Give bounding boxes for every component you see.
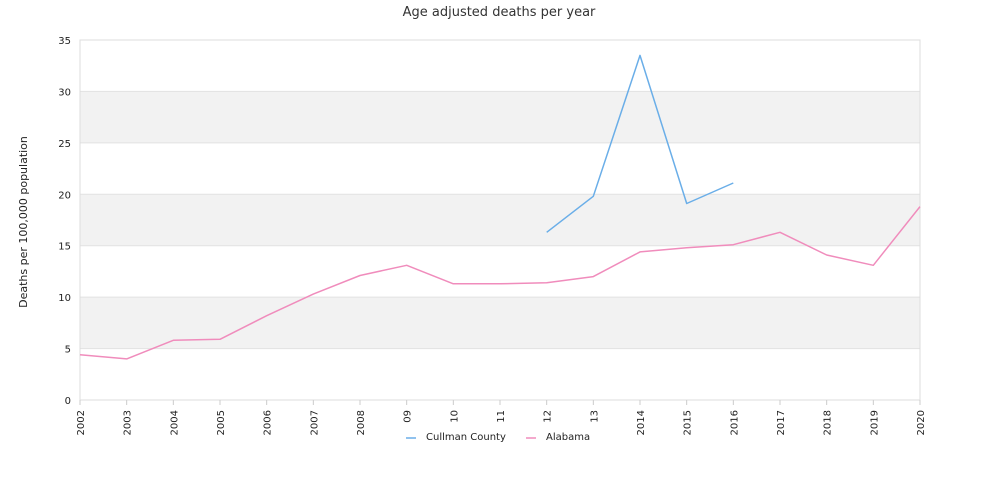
legend[interactable]: Cullman County Alabama (406, 432, 590, 443)
legend-item-alabama[interactable]: Alabama (526, 432, 590, 443)
x-tick-label: 2004 (169, 410, 180, 435)
series-line-cullman-county (546, 54, 734, 233)
y-tick-label: 15 (58, 242, 71, 253)
y-tick-label: 20 (58, 190, 71, 201)
data-point-cullman-county (591, 194, 595, 198)
x-tick-label: 2007 (309, 410, 320, 435)
grid-band (80, 245, 920, 298)
data-point-alabama (871, 263, 875, 267)
x-tick-label: 2017 (776, 410, 787, 435)
y-tick-label: 10 (58, 293, 71, 304)
grid-band (80, 40, 920, 92)
x-tick-label: 2006 (263, 410, 274, 435)
data-point-cullman-county (545, 230, 549, 234)
data-point-alabama (78, 353, 82, 357)
x-tick-label: 12 (543, 410, 554, 423)
data-point-alabama (685, 246, 689, 250)
x-tick-label: 13 (589, 410, 600, 423)
x-axis-ticks: 2002 2003 2004 2005 2006 2007 2008 09 10 11 12 13 20… (76, 400, 927, 435)
x-tick-label: 10 (449, 410, 460, 423)
y-tick-label: 0 (65, 396, 71, 407)
data-point-alabama (638, 250, 642, 254)
data-point-alabama (218, 337, 222, 341)
y-axis-label: Deaths per 100,000 population (17, 136, 30, 308)
x-tick-label: 2005 (216, 410, 227, 435)
x-tick-label: 2019 (869, 410, 880, 435)
grid-band (80, 142, 920, 195)
grid-band (80, 91, 920, 143)
x-tick-label: 2020 (916, 410, 927, 435)
data-point-alabama (265, 314, 269, 318)
y-tick-label: 25 (58, 139, 71, 150)
x-tick-label: 2014 (636, 410, 647, 435)
x-tick-label: 2016 (729, 410, 740, 435)
grid-band (80, 194, 920, 246)
data-point-alabama (405, 263, 409, 267)
legend-item-cullman-county[interactable]: Cullman County (406, 432, 506, 443)
data-point-alabama (918, 205, 922, 209)
grid-bands (80, 40, 920, 400)
data-point-cullman-county (731, 181, 735, 185)
x-tick-label: 2015 (683, 410, 694, 435)
data-point-alabama (778, 230, 782, 234)
y-tick-label: 5 (65, 345, 71, 356)
data-point-alabama (451, 282, 455, 286)
x-tick-label: 09 (403, 410, 414, 423)
data-point-cullman-county (638, 53, 642, 57)
chart-title: Age adjusted deaths per year (403, 5, 596, 20)
y-axis-ticks: 0 5 10 15 20 25 30 35 (58, 36, 71, 407)
x-tick-label: 2003 (123, 410, 134, 435)
data-point-alabama (731, 243, 735, 247)
x-tick-label: 11 (496, 410, 507, 423)
gridlines (80, 39, 920, 401)
grid-band (80, 297, 920, 349)
data-point-alabama (171, 338, 175, 342)
x-tick-label: 2018 (823, 410, 834, 435)
legend-label: Alabama (546, 432, 590, 443)
x-tick-label: 2008 (356, 410, 367, 435)
data-point-alabama (125, 357, 129, 361)
y-tick-label: 35 (58, 36, 71, 47)
data-point-alabama (358, 274, 362, 278)
data-point-alabama (311, 292, 315, 296)
grid-band (80, 348, 920, 400)
data-point-alabama (498, 282, 502, 286)
x-tick-label: 2002 (76, 410, 87, 435)
data-point-alabama (591, 275, 595, 279)
data-point-cullman-county (685, 202, 689, 206)
y-tick-label: 30 (58, 87, 71, 98)
series-line-alabama (79, 206, 921, 360)
data-point-alabama (545, 281, 549, 285)
legend-label: Cullman County (426, 432, 506, 443)
data-point-alabama (825, 253, 829, 257)
series-lines (78, 53, 922, 361)
